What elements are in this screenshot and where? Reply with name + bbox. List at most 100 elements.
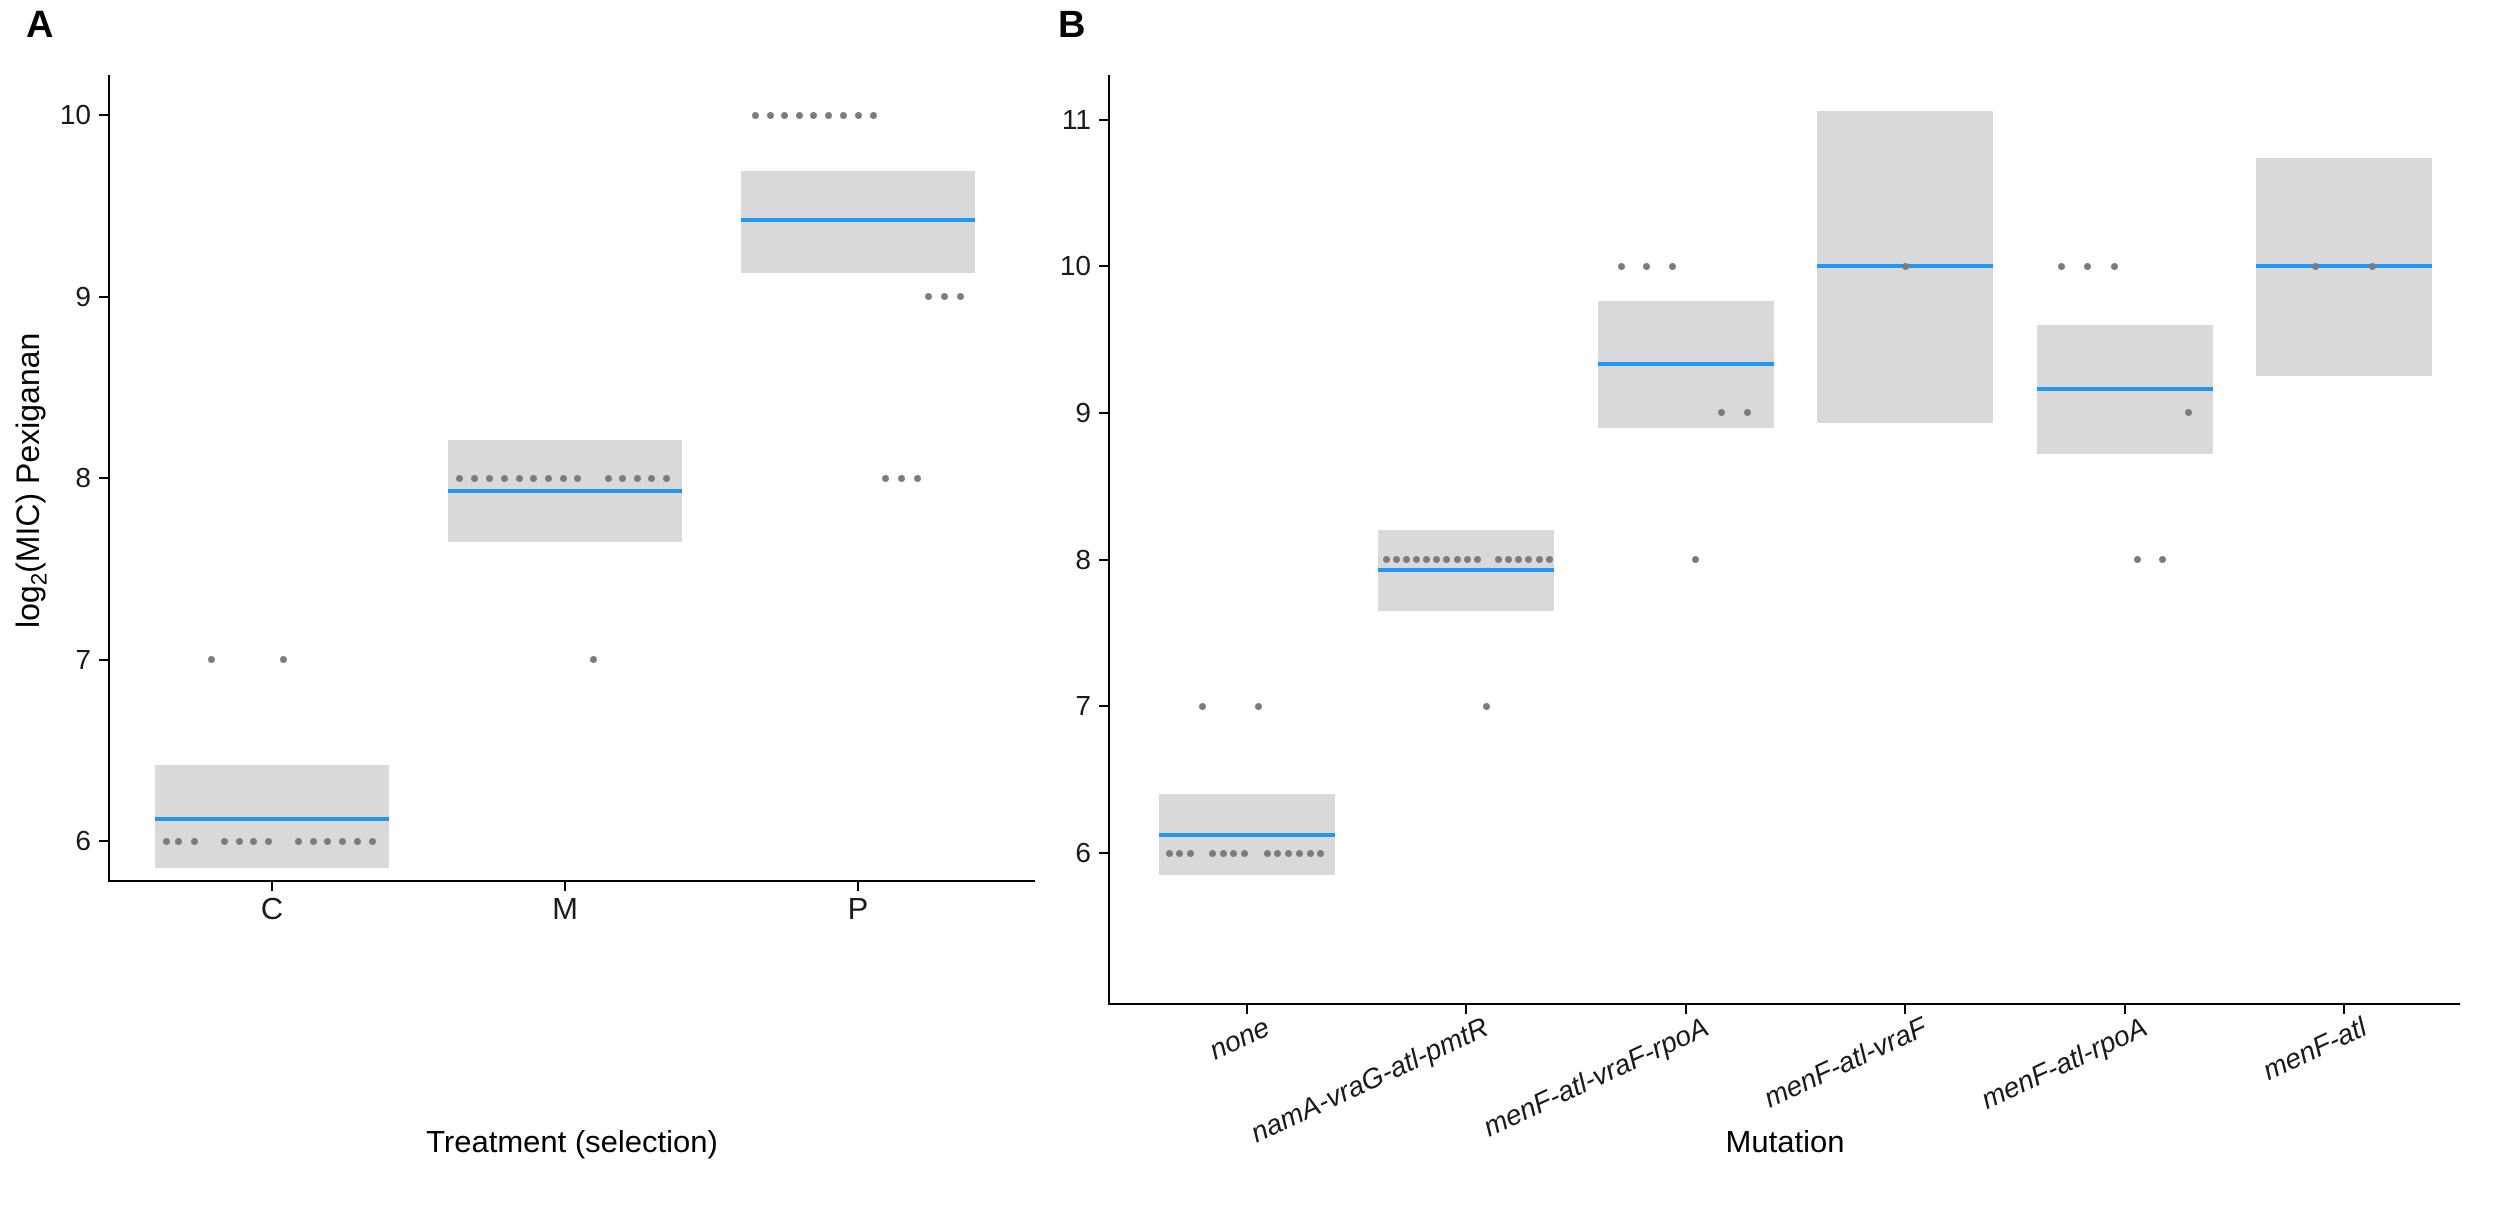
y-tick-label: 6 xyxy=(1075,837,1091,868)
data-point xyxy=(455,474,463,482)
x-tick-mark xyxy=(2123,1005,2126,1014)
x-tick-label: menF-atl-rpoA xyxy=(1976,1011,2152,1115)
data-point xyxy=(589,656,597,663)
data-point xyxy=(470,474,478,482)
data-point xyxy=(1463,556,1471,564)
data-point xyxy=(162,837,170,845)
mean-line xyxy=(1159,833,1335,838)
y-axis-line xyxy=(108,75,110,882)
x-tick-mark xyxy=(564,882,566,891)
data-point xyxy=(897,474,905,482)
data-point xyxy=(1240,849,1248,857)
x-tick-label: P xyxy=(847,891,869,926)
data-point xyxy=(279,656,287,663)
data-point xyxy=(1453,556,1461,564)
data-point xyxy=(544,474,552,482)
y-tick-label: 10 xyxy=(59,99,91,130)
data-point xyxy=(881,474,889,482)
data-point xyxy=(1718,409,1726,417)
data-point xyxy=(220,837,228,845)
mean-line xyxy=(448,488,682,493)
x-tick-label: M xyxy=(552,891,578,926)
data-point xyxy=(368,837,376,845)
x-axis-line xyxy=(108,880,1035,882)
mean-line xyxy=(1597,362,1774,367)
y-tick-label: 6 xyxy=(75,825,91,856)
y-tick-label: 8 xyxy=(75,462,91,493)
data-point xyxy=(913,474,921,482)
data-point xyxy=(824,111,832,119)
data-point xyxy=(174,837,182,845)
x-tick-mark xyxy=(271,882,273,891)
data-point xyxy=(1198,702,1206,710)
data-point xyxy=(1175,849,1183,857)
data-point xyxy=(249,837,257,845)
data-point xyxy=(529,474,537,482)
data-point xyxy=(956,293,964,300)
y-tick-mark xyxy=(99,114,108,116)
data-point xyxy=(1901,262,1909,270)
data-point xyxy=(1422,556,1430,564)
data-point xyxy=(1219,849,1227,857)
data-point xyxy=(1669,262,1677,270)
data-point xyxy=(1165,849,1173,857)
x-tick-label: menF-atl xyxy=(2257,1011,2371,1086)
data-point xyxy=(485,474,493,482)
y-tick-label: 9 xyxy=(1075,396,1091,428)
y-tick-mark xyxy=(1099,705,1108,708)
x-tick-label: C xyxy=(260,891,284,926)
y-axis-line xyxy=(1108,75,1110,1005)
data-point xyxy=(2185,409,2193,417)
data-point xyxy=(1514,556,1522,564)
data-point xyxy=(338,837,346,845)
data-point xyxy=(323,837,331,845)
mean-line xyxy=(741,218,975,223)
data-point xyxy=(1254,702,1262,710)
data-point xyxy=(2134,556,2142,564)
y-tick-mark xyxy=(1099,411,1108,414)
mean-line xyxy=(1378,567,1555,572)
data-point xyxy=(2368,262,2376,270)
data-point xyxy=(1473,556,1481,564)
x-tick-mark xyxy=(1465,1005,1468,1014)
x-tick-mark xyxy=(1904,1005,1907,1014)
data-point xyxy=(618,474,626,482)
mean-line xyxy=(155,817,389,822)
data-point xyxy=(1692,556,1700,564)
data-point xyxy=(2311,262,2319,270)
x-tick-label: menF-atl-vraF xyxy=(1759,1011,1932,1114)
data-point xyxy=(1306,849,1314,857)
data-point xyxy=(190,837,198,845)
y-tick-mark xyxy=(1099,852,1108,854)
data-point xyxy=(1442,556,1450,564)
x-axis-line xyxy=(1108,1003,2460,1005)
data-point xyxy=(1744,409,1752,417)
y-tick-mark xyxy=(99,840,108,842)
y-tick-label: 8 xyxy=(1075,543,1091,575)
data-point xyxy=(2084,262,2092,270)
data-point xyxy=(353,837,361,845)
data-point xyxy=(309,837,317,845)
data-point xyxy=(1382,556,1390,564)
data-point xyxy=(839,111,847,119)
x-tick-label: menF-atl-vraF-rpoA xyxy=(1478,1011,1713,1143)
y-axis-title-suffix: (MIC) Pexiganan xyxy=(10,332,46,573)
data-point xyxy=(500,474,508,482)
y-tick-mark xyxy=(99,477,108,479)
data-point xyxy=(869,111,877,119)
y-axis-title-subscript: 2 xyxy=(26,572,52,586)
y-tick-label: 9 xyxy=(75,280,91,312)
data-point xyxy=(1412,556,1420,564)
mean-line xyxy=(2256,264,2432,269)
y-tick-mark xyxy=(1099,265,1108,268)
data-point xyxy=(854,111,862,119)
data-point xyxy=(1545,556,1553,564)
data-point xyxy=(1229,849,1237,857)
data-point xyxy=(1482,702,1490,710)
ci-band xyxy=(155,764,389,869)
data-point xyxy=(633,474,641,482)
data-point xyxy=(780,111,788,119)
data-point xyxy=(1392,556,1400,564)
data-point xyxy=(573,474,581,482)
data-point xyxy=(1284,849,1292,857)
